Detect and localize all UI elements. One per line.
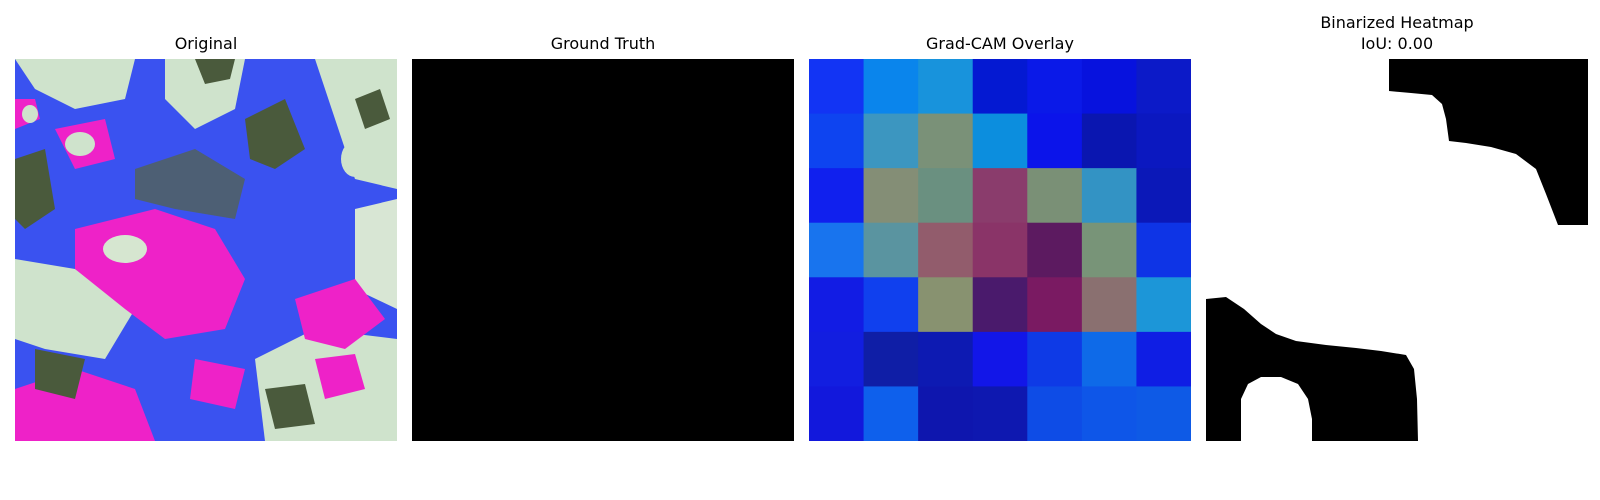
gradcam-cell [972,168,1028,224]
binarized-heatmap [1206,59,1588,441]
gradcam-cell [972,59,1028,115]
gradcam-cell [918,59,974,115]
gradcam-cell [918,331,974,388]
gradcam-cell [972,113,1028,169]
gradcam-cell [1136,168,1191,224]
gradcam-cell [1136,386,1191,441]
gradcam-cell [918,277,974,333]
gradcam-cell [809,277,865,333]
gradcam-cell [809,59,865,115]
gradcam-cell [1136,222,1191,278]
binarized-blob-bottom-left [1206,297,1418,441]
gradcam-cell [1136,113,1191,169]
gradcam-cell [863,113,919,169]
gradcam-cell [809,168,865,224]
binarized-heatmap-canvas [1206,59,1588,441]
gradcam-cell [863,386,919,441]
gradcam-cell [972,331,1028,388]
gradcam-cell [1027,331,1083,388]
gradcam-cell [863,59,919,115]
gradcam-cell [1081,113,1138,169]
gradcam-title: Grad-CAM Overlay [926,34,1074,53]
gradcam-cell [1081,168,1138,224]
gradcam-cell [863,222,919,278]
gradcam-cell [809,113,865,169]
gradcam-cell [809,222,865,278]
gradcam-cell [863,168,919,224]
gradcam-cell [1027,386,1083,441]
gradcam-cell [863,277,919,333]
gradcam-cell [918,386,974,441]
binarized-blob-top-right [1389,59,1588,225]
gradcam-cell [1081,331,1138,388]
gradcam-cell [1136,277,1191,333]
gradcam-cell [1136,331,1191,388]
gradcam-cell [1027,59,1083,115]
original-image-canvas [15,59,397,441]
binarized-title: Binarized Heatmap [1320,13,1474,32]
gradcam-cell [1136,59,1191,115]
gradcam-cell [918,168,974,224]
gradcam-cell [972,222,1028,278]
gradcam-cell [1081,277,1138,333]
gradcam-cell [1027,277,1083,333]
gradcam-cell [918,222,974,278]
gradcam-cell [809,331,865,388]
ground-truth-mask [412,59,794,441]
original-image [15,59,397,441]
original-title: Original [174,34,238,53]
gradcam-cell [809,386,865,441]
gradcam-cell [972,386,1028,441]
gradcam-grid [809,59,1191,441]
iou-label: IoU: 0.00 [1360,34,1434,53]
gradcam-cell [1027,168,1083,224]
ground-truth-title: Ground Truth [550,34,656,53]
gradcam-cell [1027,222,1083,278]
gradcam-overlay [809,59,1191,441]
gradcam-cell [863,331,919,388]
gradcam-cell [1027,113,1083,169]
gradcam-cell [1081,386,1138,441]
gradcam-cell [918,113,974,169]
gradcam-cell [1081,222,1138,278]
gradcam-cell [1081,59,1138,115]
gradcam-cell [972,277,1028,333]
